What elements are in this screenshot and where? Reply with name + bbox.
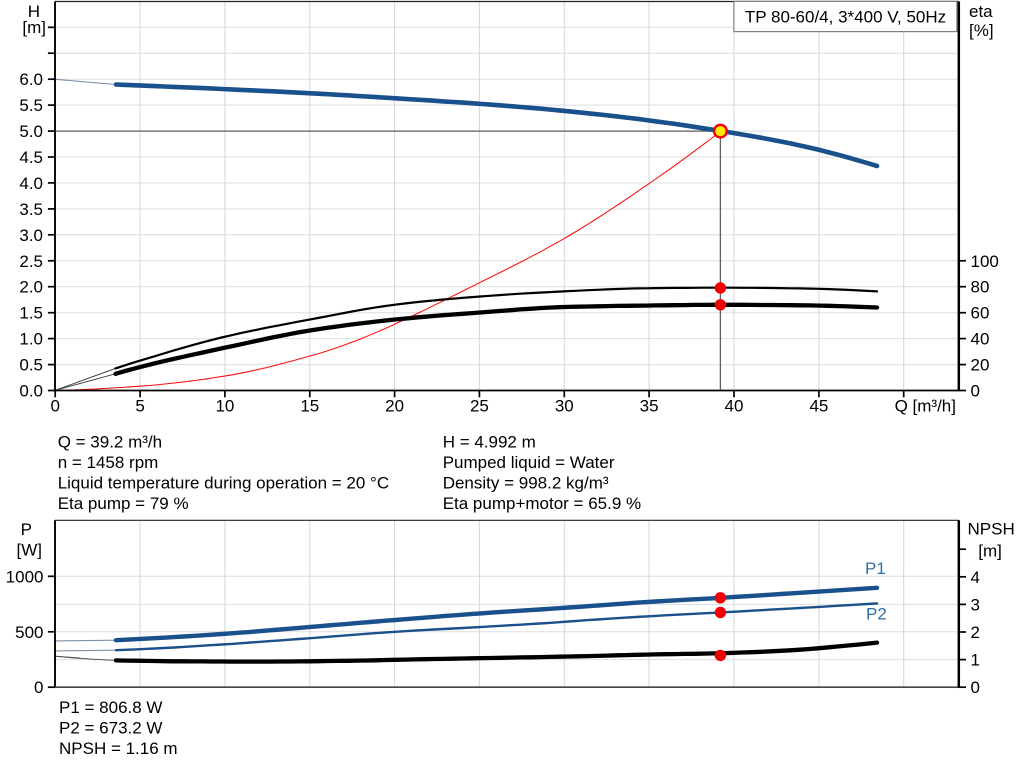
svg-text:NPSH: NPSH	[968, 520, 1015, 539]
svg-text:4.5: 4.5	[19, 148, 43, 167]
svg-text:2.0: 2.0	[19, 278, 43, 297]
svg-text:Liquid temperature during oper: Liquid temperature during operation = 20…	[58, 473, 389, 492]
svg-text:1.5: 1.5	[19, 304, 43, 323]
svg-text:3: 3	[971, 595, 980, 614]
svg-text:NPSH = 1.16 m: NPSH = 1.16 m	[59, 739, 178, 758]
svg-text:P1 = 806.8 W: P1 = 806.8 W	[59, 698, 162, 717]
svg-text:P2: P2	[866, 605, 887, 624]
svg-text:[%]: [%]	[969, 21, 994, 40]
svg-text:40: 40	[971, 330, 990, 349]
svg-text:0: 0	[971, 678, 980, 697]
svg-text:100: 100	[971, 252, 999, 271]
svg-text:35: 35	[640, 397, 659, 416]
svg-text:5: 5	[135, 397, 144, 416]
svg-text:4: 4	[971, 568, 980, 587]
svg-text:1: 1	[971, 651, 980, 670]
svg-text:2.5: 2.5	[19, 252, 43, 271]
svg-text:[W]: [W]	[17, 541, 43, 560]
svg-text:6.0: 6.0	[19, 70, 43, 89]
svg-text:5.0: 5.0	[19, 122, 43, 141]
svg-text:15: 15	[300, 397, 319, 416]
svg-text:1.0: 1.0	[19, 330, 43, 349]
svg-text:60: 60	[971, 304, 990, 323]
svg-text:TP 80-60/4, 3*400 V, 50Hz: TP 80-60/4, 3*400 V, 50Hz	[745, 8, 946, 27]
svg-text:H: H	[28, 2, 40, 21]
svg-text:Eta pump+motor = 65.9 %: Eta pump+motor = 65.9 %	[443, 494, 641, 513]
svg-text:80: 80	[971, 278, 990, 297]
svg-text:3.0: 3.0	[19, 226, 43, 245]
svg-text:10: 10	[215, 397, 234, 416]
svg-text:45: 45	[809, 397, 828, 416]
svg-text:0.5: 0.5	[19, 356, 43, 375]
svg-text:1000: 1000	[6, 567, 44, 586]
svg-text:25: 25	[470, 397, 489, 416]
svg-text:0: 0	[971, 382, 980, 401]
svg-text:0: 0	[34, 678, 43, 697]
svg-text:P2 = 673.2 W: P2 = 673.2 W	[59, 719, 162, 738]
svg-text:2: 2	[971, 623, 980, 642]
svg-text:20: 20	[385, 397, 404, 416]
svg-text:Q = 39.2 m³/h: Q = 39.2 m³/h	[58, 432, 162, 451]
svg-text:Eta pump = 79 %: Eta pump = 79 %	[58, 494, 189, 513]
svg-text:[m]: [m]	[22, 18, 46, 37]
svg-text:0.0: 0.0	[19, 382, 43, 401]
svg-text:3.5: 3.5	[19, 200, 43, 219]
svg-text:20: 20	[971, 356, 990, 375]
svg-text:0: 0	[50, 397, 59, 416]
svg-text:Density = 998.2 kg/m³: Density = 998.2 kg/m³	[443, 473, 609, 492]
svg-text:eta: eta	[969, 2, 993, 21]
svg-text:4.0: 4.0	[19, 174, 43, 193]
svg-text:P1: P1	[865, 559, 886, 578]
svg-text:n = 1458 rpm: n = 1458 rpm	[58, 453, 159, 472]
svg-text:500: 500	[15, 623, 43, 642]
svg-text:Q [m³/h]: Q [m³/h]	[895, 397, 956, 416]
svg-text:P: P	[21, 520, 32, 539]
svg-text:40: 40	[725, 397, 744, 416]
svg-text:Pumped liquid = Water: Pumped liquid = Water	[443, 453, 615, 472]
svg-text:[m]: [m]	[978, 542, 1002, 561]
svg-text:30: 30	[555, 397, 574, 416]
svg-text:5.5: 5.5	[19, 96, 43, 115]
svg-text:H = 4.992 m: H = 4.992 m	[443, 432, 536, 451]
